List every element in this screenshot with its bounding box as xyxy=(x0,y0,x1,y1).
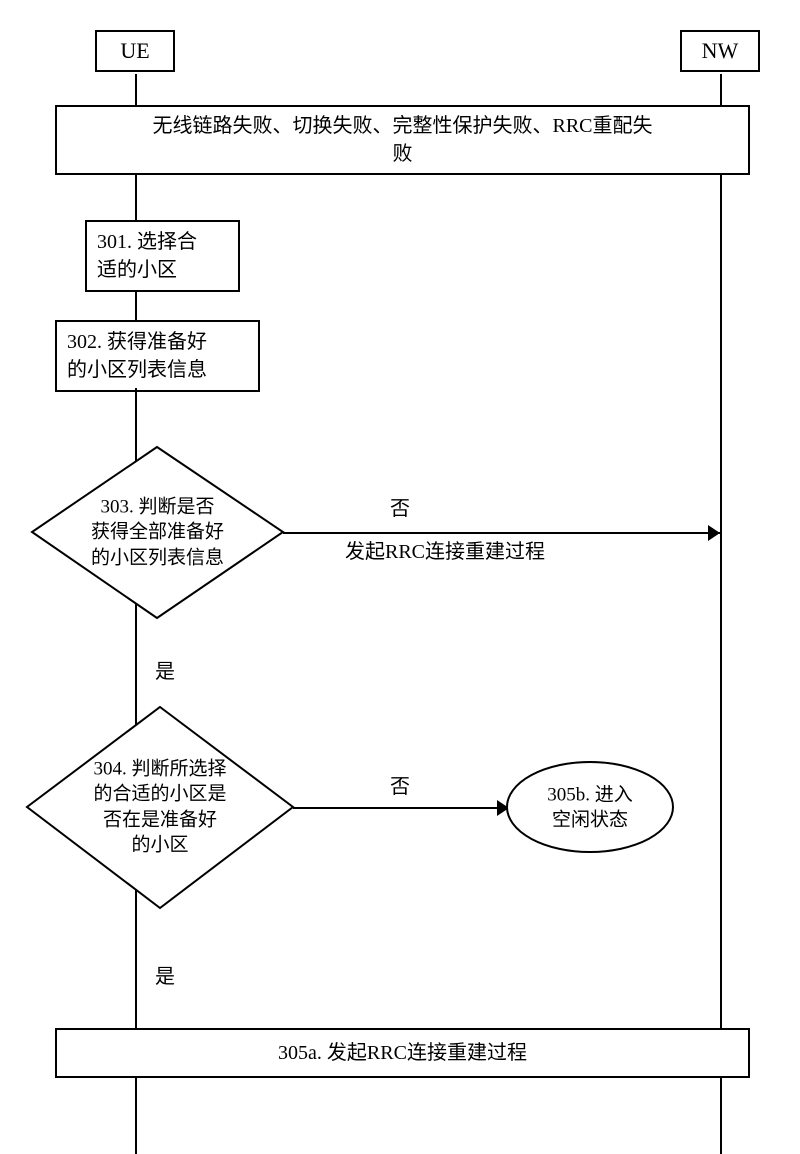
actor-nw-label: NW xyxy=(702,38,739,63)
connector-304-305a xyxy=(135,908,137,1028)
step-302-text: 302. 获得准备好 的小区列表信息 xyxy=(67,331,207,381)
arrow-304-no xyxy=(293,807,503,809)
label-303-yes: 是 xyxy=(155,655,175,684)
label-303-no-text: 发起RRC连接重建过程 xyxy=(345,535,545,564)
connector-303-304 xyxy=(135,618,137,713)
trigger-text: 无线链路失败、切换失败、完整性保护失败、RRC重配失 败 xyxy=(152,112,652,168)
decision-303-text: 303. 判断是否 获得全部准备好 的小区列表信息 xyxy=(30,494,285,571)
label-304-no: 否 xyxy=(390,770,410,799)
step-305a: 305a. 发起RRC连接重建过程 xyxy=(55,1028,750,1078)
decision-304: 304. 判断所选择 的合适的小区是 否在是准备好 的小区 xyxy=(25,705,295,910)
decision-303: 303. 判断是否 获得全部准备好 的小区列表信息 xyxy=(30,445,285,620)
step-305b-text: 305b. 进入 空闲状态 xyxy=(505,782,675,833)
step-305a-text: 305a. 发起RRC连接重建过程 xyxy=(278,1039,527,1067)
arrow-303-no-head xyxy=(708,525,720,541)
actor-ue-label: UE xyxy=(120,38,149,63)
label-304-yes: 是 xyxy=(155,960,175,989)
actor-nw: NW xyxy=(680,30,760,72)
trigger-box: 无线链路失败、切换失败、完整性保护失败、RRC重配失 败 xyxy=(55,105,750,175)
lifeline-nw xyxy=(720,74,722,1154)
step-302: 302. 获得准备好 的小区列表信息 xyxy=(55,320,260,392)
actor-ue: UE xyxy=(95,30,175,72)
step-301-text: 301. 选择合 适的小区 xyxy=(97,231,197,281)
decision-304-text: 304. 判断所选择 的合适的小区是 否在是准备好 的小区 xyxy=(25,756,295,859)
step-301: 301. 选择合 适的小区 xyxy=(85,220,240,292)
arrow-303-no xyxy=(283,532,720,534)
label-303-no: 否 xyxy=(390,492,410,521)
step-305b: 305b. 进入 空闲状态 xyxy=(505,760,675,855)
